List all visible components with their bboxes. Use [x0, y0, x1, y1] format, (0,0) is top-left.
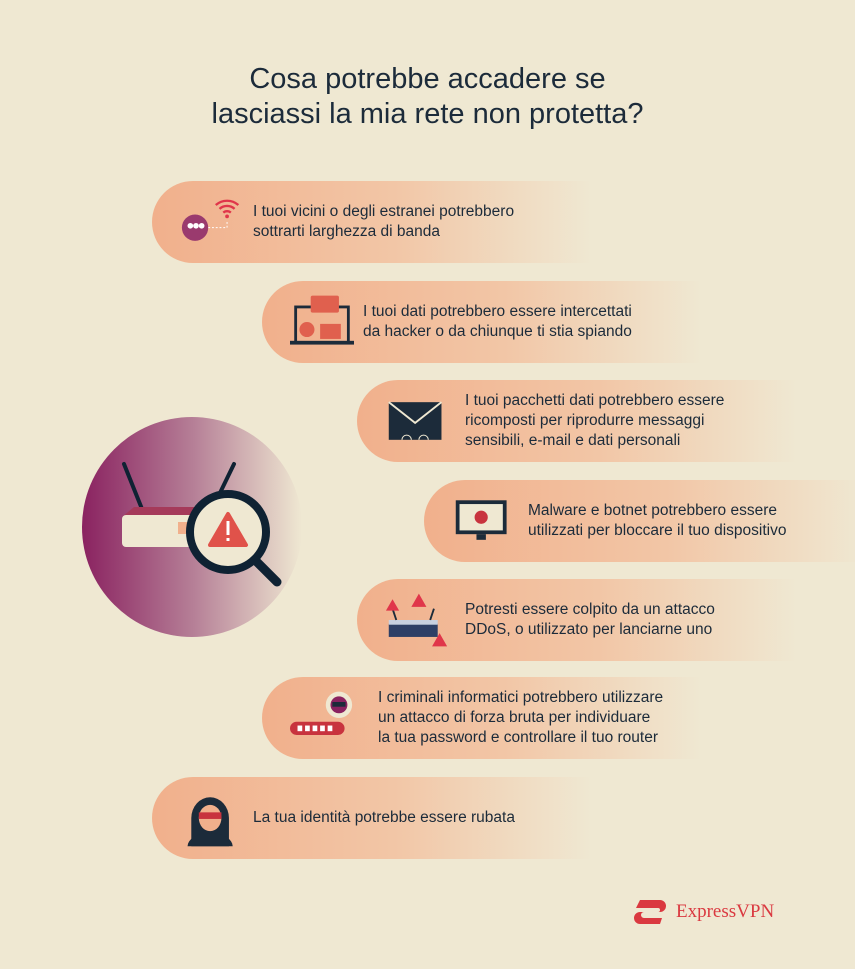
risk-item-text: I tuoi dati potrebbero essere intercetta… [363, 302, 632, 342]
risk-item-text: La tua identità potrebbe essere rubata [253, 808, 515, 828]
laptop-data-icon [290, 295, 354, 345]
risk-item: Potresti essere colpito da un attacco DDo… [357, 579, 797, 661]
risk-item: I tuoi pacchetti dati potrebbero essere r… [357, 380, 797, 462]
risk-item-text: I tuoi pacchetti dati potrebbero essere r… [465, 391, 724, 451]
risk-item: Malware e botnet potrebbero essere utiliz… [424, 480, 855, 562]
risk-item-text: I tuoi vicini o degli estranei potrebber… [253, 202, 514, 242]
password-hacker-icon [290, 691, 353, 735]
risk-item: La tua identità potrebbe essere rubata [152, 777, 592, 859]
risk-item-line: Malware e botnet potrebbero essere [528, 502, 778, 519]
risk-item-line: un attacco di forza bruta per individuar… [378, 709, 651, 726]
risk-item-line: utilizzati per bloccare il tuo dispositi… [528, 522, 787, 539]
risk-item-line: La tua identità potrebbe essere rubata [253, 809, 515, 826]
monitor-bug-icon [455, 500, 507, 540]
risk-item-line: sottrarti larghezza di banda [253, 223, 440, 240]
router-magnifier-illustration [82, 417, 302, 637]
risk-item-line: I tuoi vicini o degli estranei potrebber… [253, 203, 515, 220]
expressvpn-logo-icon [634, 900, 666, 924]
expressvpn-logo: ExpressVPN [632, 898, 774, 926]
risk-item: I tuoi vicini o degli estranei potrebber… [152, 181, 592, 263]
risk-item: I criminali informatici potrebbero utili… [262, 677, 702, 759]
risk-item-line: ricomposti per riprodurre messaggi [465, 412, 705, 429]
masked-identity-icon [187, 797, 233, 847]
risk-item-text: Malware e botnet potrebbero essere utiliz… [528, 501, 786, 541]
risk-item: I tuoi dati potrebbero essere intercetta… [262, 281, 702, 363]
risk-item-line: la tua password e controllare il tuo rou… [378, 729, 659, 746]
risk-item-line: I tuoi dati potrebbero essere intercetta… [363, 303, 632, 320]
risk-item-line: da hacker o da chiunque ti stia spiando [363, 323, 632, 340]
risk-item-line: sensibili, e-mail e dati personali [465, 432, 681, 449]
risk-item-line: DDoS, o utilizzato per lanciarne uno [465, 621, 713, 638]
wifi-users-icon [181, 199, 240, 241]
risk-item-line: I criminali informatici potrebbero utili… [378, 689, 664, 706]
risk-item-line: I tuoi pacchetti dati potrebbero essere [465, 392, 725, 409]
router-warning-icon [385, 593, 448, 647]
risk-item-text: Potresti essere colpito da un attacco DDo… [465, 600, 715, 640]
risk-item-line: Potresti essere colpito da un attacco [465, 601, 715, 618]
envelope-packets-icon [388, 401, 443, 440]
page-title: Cosa potrebbe accadere se lasciassi la mi… [211, 63, 644, 130]
risk-item-text: I criminali informatici potrebbero utili… [378, 688, 663, 748]
